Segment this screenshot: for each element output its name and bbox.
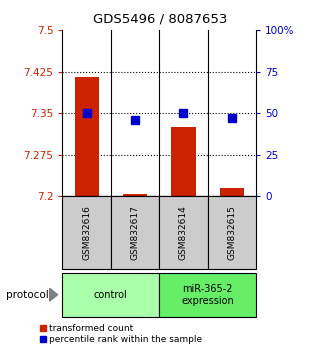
Text: GSM832616: GSM832616	[82, 205, 91, 260]
Text: GSM832615: GSM832615	[227, 205, 236, 260]
Bar	[220, 188, 244, 196]
Bar	[208, 196, 256, 269]
Text: protocol: protocol	[6, 290, 49, 300]
Bar	[159, 273, 256, 317]
Bar	[62, 273, 159, 317]
Bar	[171, 127, 196, 196]
Bar	[111, 196, 159, 269]
Text: GSM832617: GSM832617	[131, 205, 140, 260]
Legend: transformed count, percentile rank within the sample: transformed count, percentile rank withi…	[36, 321, 206, 348]
Text: GDS5496 / 8087653: GDS5496 / 8087653	[93, 12, 227, 25]
Bar	[123, 194, 147, 196]
Text: GSM832614: GSM832614	[179, 205, 188, 260]
Text: miR-365-2
expression: miR-365-2 expression	[181, 284, 234, 306]
Bar	[75, 77, 99, 196]
Text: control: control	[94, 290, 128, 300]
Bar	[62, 196, 111, 269]
Bar	[159, 196, 208, 269]
